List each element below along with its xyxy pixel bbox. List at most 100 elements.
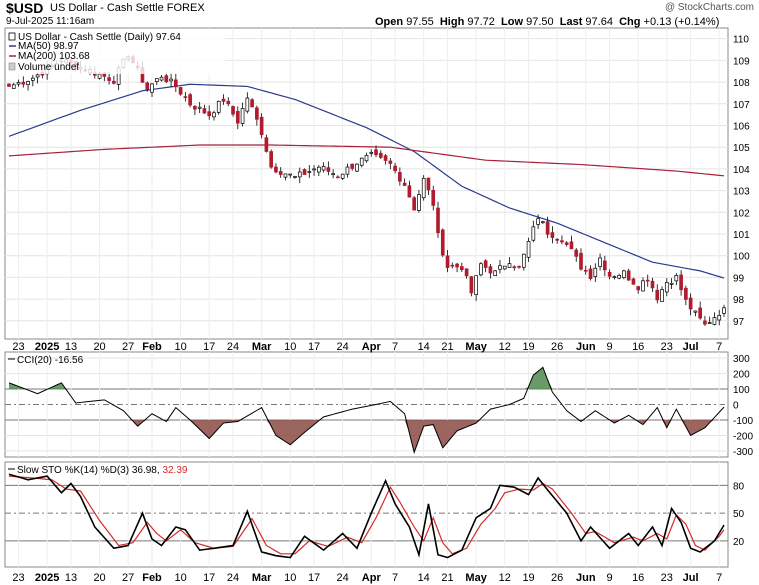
candle xyxy=(216,100,221,115)
candle-body xyxy=(183,96,188,98)
moving-averages xyxy=(8,83,725,279)
date-tick-label: 12 xyxy=(499,572,511,584)
candle xyxy=(174,73,178,93)
candle xyxy=(250,98,254,108)
candle-body xyxy=(274,166,278,173)
quote-low: Low 97.50 xyxy=(501,16,554,28)
candle-body xyxy=(717,314,722,321)
date-tick-label: 21 xyxy=(441,572,453,584)
quote-bar: Open 97.55 High 97.72 Low 97.50 Last 97.… xyxy=(375,16,719,28)
date-tick-label: 17 xyxy=(308,341,320,353)
symbol-title: $USD xyxy=(6,0,44,16)
price-tick-label: 101 xyxy=(733,230,750,241)
candle xyxy=(169,73,173,88)
candle-body xyxy=(259,116,264,136)
cci-tick-label: 200 xyxy=(733,370,750,381)
date-tick-label: 24 xyxy=(227,572,239,584)
price-tick-label: 100 xyxy=(733,252,750,263)
candle-body xyxy=(145,82,150,90)
date-tick-label: Mar xyxy=(252,341,272,353)
candle-body xyxy=(31,77,35,81)
sto-legend: Slow STO %K(14) %D(3) 36.98, 32.39 xyxy=(8,465,188,476)
sto-legend-label: Slow STO %K(14) %D(3) 36.98, 32.39 xyxy=(17,465,188,476)
candle-body xyxy=(502,265,507,270)
candle xyxy=(712,312,717,326)
candle xyxy=(488,264,493,279)
candle-body xyxy=(450,264,455,267)
candle-body xyxy=(541,221,545,224)
date-tick-label: 16 xyxy=(632,341,644,353)
candle xyxy=(274,163,278,174)
candle xyxy=(221,94,226,105)
candle-body xyxy=(326,167,331,172)
candle xyxy=(521,253,526,271)
candle xyxy=(278,167,283,178)
price-legend-swatch xyxy=(8,32,16,41)
candle xyxy=(498,260,502,274)
candle-body xyxy=(369,151,374,154)
candle xyxy=(421,175,426,201)
sto-tick-label: 50 xyxy=(733,509,745,520)
candle-body xyxy=(240,108,245,124)
cci-line xyxy=(8,366,725,455)
candle xyxy=(541,220,545,224)
date-tick-label: 23 xyxy=(12,572,24,584)
date-tick-label: Jun xyxy=(576,572,596,584)
candle xyxy=(707,316,712,324)
candle xyxy=(164,72,169,84)
candle xyxy=(455,262,459,273)
price-legend-box xyxy=(7,30,225,74)
candle xyxy=(336,175,340,179)
date-tick-label: Jul xyxy=(683,341,699,353)
candle-body xyxy=(278,171,283,175)
date-tick-label: 10 xyxy=(284,341,296,353)
candle-body xyxy=(531,226,536,241)
price-panel-frame xyxy=(4,27,729,340)
candle xyxy=(193,105,197,116)
candle xyxy=(307,165,312,178)
date-tick-label: Feb xyxy=(142,341,162,353)
candle xyxy=(150,83,154,97)
candle xyxy=(426,177,431,195)
candle xyxy=(650,277,655,293)
date-tick-label: Apr xyxy=(362,572,382,584)
candle xyxy=(212,110,216,121)
candle-body xyxy=(336,176,340,179)
candle-body xyxy=(574,249,579,257)
candle-body xyxy=(521,253,526,268)
candle xyxy=(340,173,345,181)
date-axis-bottom: 23 2025 13 20 27 Feb 10 17 24 Mar 10 17 24 Apr 7 14 21 Ma… xyxy=(12,572,722,584)
candle-body xyxy=(331,173,335,176)
candle xyxy=(698,301,702,320)
candle xyxy=(359,157,364,168)
candle xyxy=(297,167,302,184)
candle xyxy=(11,82,16,89)
date-tick-label: 27 xyxy=(122,572,134,584)
cci-tick-label: 100 xyxy=(733,385,750,396)
date-tick-label: 10 xyxy=(174,572,186,584)
candle-body xyxy=(302,169,307,175)
price-tick-label: 99 xyxy=(733,273,745,284)
candle-body xyxy=(431,189,436,206)
candle-body xyxy=(212,112,216,118)
candle xyxy=(526,237,531,262)
candle-body xyxy=(407,185,412,198)
candle-body xyxy=(202,108,207,114)
candle xyxy=(197,101,202,113)
candle-body xyxy=(178,87,183,95)
candle xyxy=(293,175,297,179)
candle-body xyxy=(154,78,159,82)
candle xyxy=(560,235,564,245)
candle xyxy=(226,97,231,107)
candle-body xyxy=(7,83,11,87)
date-tick-label: 17 xyxy=(203,341,215,353)
candle xyxy=(21,76,26,88)
candle xyxy=(693,310,698,317)
candle xyxy=(431,185,436,211)
candle-body xyxy=(693,310,698,313)
candle xyxy=(669,278,674,290)
candle-body xyxy=(235,111,240,124)
candle-body xyxy=(164,75,169,83)
candle xyxy=(545,216,550,239)
candle xyxy=(436,201,440,238)
